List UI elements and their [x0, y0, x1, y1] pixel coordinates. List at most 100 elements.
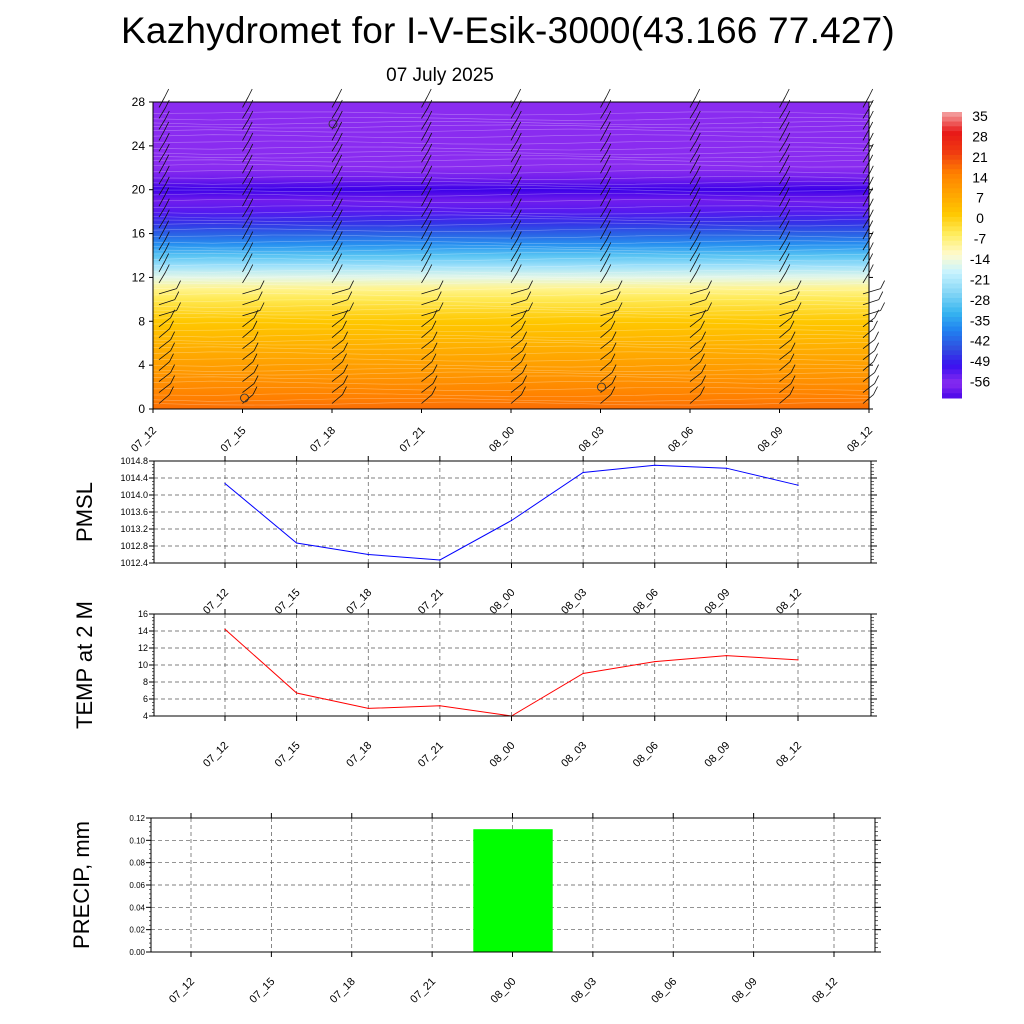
y-tick-label: 24: [132, 139, 146, 153]
data-point: [367, 553, 369, 556]
wind-barb: [331, 239, 339, 251]
wind-barb-flag: [248, 198, 254, 207]
wind-barb: [600, 261, 607, 273]
colorbar-swatch: [942, 188, 962, 194]
x-tick-label: 08_06: [631, 740, 661, 770]
isotherm-line: [152, 308, 870, 312]
x-tick-label: 08_03: [569, 976, 599, 1006]
wind-barb-flag: [337, 220, 343, 229]
wind-barb: [600, 250, 608, 262]
colorbar-swatch: [942, 283, 962, 289]
wind-barb: [779, 107, 787, 119]
wind-barb-flag: [516, 165, 522, 174]
wind-barb-flag: [164, 121, 170, 131]
wind-barb-flag: [701, 364, 706, 373]
wind-barb: [862, 151, 870, 163]
colorbar-label: -7: [974, 231, 987, 247]
wind-barb: [779, 272, 787, 284]
wind-barb: [158, 272, 166, 284]
wind-barb: [779, 239, 787, 251]
wind-barb-flag: [606, 231, 612, 240]
wind-barb-flag: [170, 364, 175, 373]
colorbar-swatch: [942, 264, 962, 270]
wind-barb-column: [510, 88, 533, 404]
isotherm-line: [152, 341, 870, 346]
wind-barb: [689, 328, 701, 339]
x-tick-label: 08_12: [774, 740, 804, 770]
isotherm-line: [152, 316, 870, 321]
wind-barb-flag: [695, 99, 701, 109]
wind-barb-flag: [615, 291, 621, 300]
isotherm-line: [152, 286, 870, 291]
colorbar-swatch: [942, 250, 962, 256]
wind-barb-flag: [164, 99, 170, 109]
colorbar-swatch: [942, 340, 962, 347]
wind-barb-flag: [431, 320, 437, 329]
data-point: [439, 705, 441, 707]
data-point: [725, 655, 728, 657]
wind-barb-flag: [880, 280, 885, 289]
wind-barb-flag: [431, 353, 437, 362]
wind-barb: [158, 118, 166, 130]
data-point: [296, 542, 298, 544]
wind-barb-flag: [785, 209, 791, 218]
calm-wind-marker: [240, 393, 249, 403]
isotherm-line: [152, 338, 870, 342]
wind-barb-flag: [337, 176, 343, 185]
isotherm-line: [152, 311, 870, 316]
wind-barb: [862, 206, 870, 218]
wind-barb-flag: [337, 88, 343, 98]
x-tick-label: 08_09: [702, 587, 732, 617]
wind-barb: [158, 228, 166, 240]
wind-barb-flag: [164, 198, 170, 207]
colorbar-swatch: [942, 131, 962, 137]
wind-barb: [510, 328, 522, 339]
wind-barb: [862, 272, 870, 284]
wind-barb: [600, 339, 613, 350]
wind-barb: [421, 361, 433, 371]
wind-barb-flag: [349, 302, 354, 311]
wind-barb: [331, 162, 339, 174]
wind-barb: [862, 228, 870, 240]
wind-barb: [779, 288, 798, 295]
data-point: [654, 464, 656, 466]
wind-barb-flag: [169, 386, 174, 395]
wind-barb-flag: [605, 220, 611, 229]
wind-barb-flag: [785, 264, 791, 273]
wind-barb: [862, 250, 870, 262]
wind-barb: [862, 394, 874, 404]
isotherm-line: [152, 393, 870, 397]
data-point: [797, 484, 799, 486]
y-axis-label: PMSL: [72, 482, 97, 542]
wind-barb-flag: [248, 264, 254, 273]
wind-barb-flag: [605, 187, 611, 196]
wind-barb-flag: [701, 342, 706, 351]
colorbar-swatch: [942, 183, 962, 189]
wind-barb: [158, 261, 166, 273]
x-tick-label: 07_12: [201, 587, 231, 617]
colorbar-swatch: [942, 255, 962, 261]
wind-barb: [689, 107, 697, 119]
wind-barb: [421, 250, 429, 262]
wind-barb-flag: [516, 187, 522, 196]
colorbar-swatch: [942, 235, 962, 242]
wind-barb: [510, 195, 518, 207]
isotherm-line: [152, 299, 870, 304]
isotherm-line: [152, 357, 870, 362]
wind-barb-flag: [247, 154, 253, 163]
wind-barb-flag: [342, 386, 347, 395]
colorbar-swatch: [942, 197, 962, 204]
wind-barb: [689, 394, 701, 404]
wind-barb: [779, 261, 786, 273]
wind-barb-flag: [516, 121, 522, 131]
wind-barb: [600, 299, 617, 306]
wind-barb-flag: [516, 132, 522, 142]
wind-barb-flag: [790, 364, 796, 373]
wind-barb-flag: [248, 132, 254, 142]
wind-barb-flag: [438, 302, 444, 311]
isotherm-line: [152, 363, 870, 368]
isotherm-line: [152, 228, 870, 233]
wind-barb-flag: [700, 386, 705, 395]
colorbar-label: -35: [970, 312, 990, 328]
